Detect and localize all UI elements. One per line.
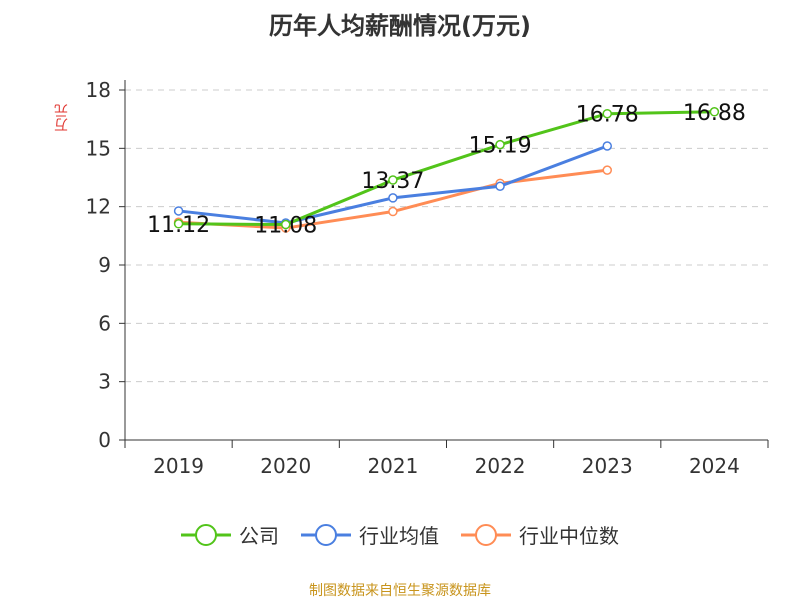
- data-label: 13.37: [361, 169, 424, 194]
- x-tick-label: 2023: [582, 454, 633, 478]
- x-tick-label: 2022: [475, 454, 526, 478]
- data-point: [281, 219, 291, 230]
- x-tick-label: 2020: [260, 454, 311, 478]
- chart-title: 历年人均薪酬情况(万元): [269, 12, 531, 40]
- y-tick-label: 18: [86, 78, 111, 102]
- y-tick-label: 12: [86, 195, 111, 219]
- x-tick-label: 2021: [367, 454, 418, 478]
- data-point: [602, 165, 612, 175]
- legend-label: 行业均值: [359, 524, 439, 548]
- legend-marker-icon: [301, 523, 351, 546]
- legend-item[interactable]: 公司: [181, 520, 279, 549]
- data-point: [602, 141, 612, 151]
- source-note: 制图数据来自恒生聚源数据库: [309, 583, 491, 599]
- legend: 公司 行业均值 行业中位数: [0, 520, 800, 549]
- y-tick-label: 0: [98, 428, 111, 452]
- legend-label: 公司: [239, 524, 279, 548]
- data-point: [709, 107, 720, 117]
- data-label: 16.78: [576, 103, 639, 128]
- data-point: [173, 206, 184, 216]
- data-point: [495, 139, 505, 150]
- legend-marker-icon: [461, 523, 511, 546]
- data-label: 15.19: [469, 134, 532, 159]
- data-label: 11.12: [147, 213, 210, 238]
- data-point: [495, 181, 505, 191]
- legend-marker-icon: [181, 523, 231, 546]
- data-point: [388, 193, 398, 203]
- data-point: [388, 206, 398, 217]
- data-label: 11.08: [254, 214, 317, 239]
- x-tick-label: 2024: [689, 454, 740, 478]
- data-point: [388, 175, 398, 185]
- series-line-0: [178, 110, 715, 227]
- data-label: 16.88: [683, 101, 746, 126]
- legend-label: 行业中位数: [519, 524, 619, 548]
- y-tick-label: 6: [98, 311, 111, 335]
- x-tick-label: 2019: [153, 454, 204, 478]
- data-point: [602, 108, 612, 119]
- legend-item[interactable]: 行业中位数: [461, 520, 619, 549]
- legend-item[interactable]: 行业均值: [301, 520, 439, 549]
- y-tick-label: 15: [86, 136, 111, 160]
- y-tick-label: 9: [98, 253, 111, 277]
- y-tick-label: 3: [98, 370, 111, 394]
- data-point: [173, 219, 184, 229]
